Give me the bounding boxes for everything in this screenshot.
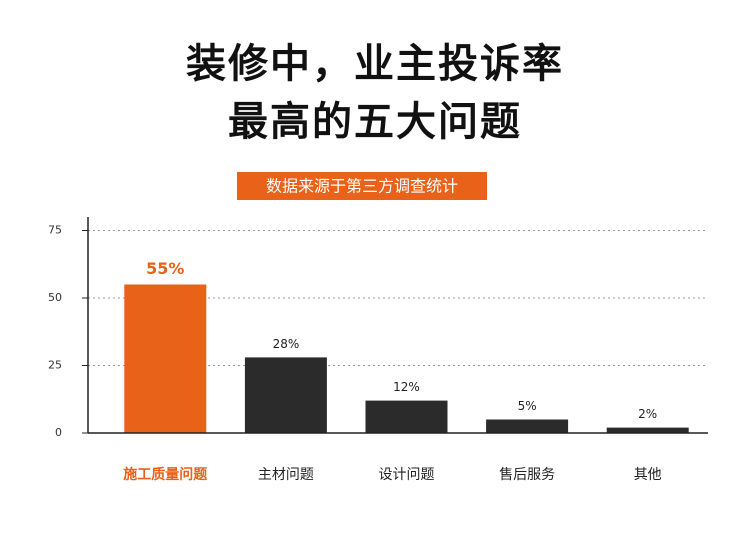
subtitle-badge	[237, 172, 487, 200]
x-tick-label: 施工质量问题	[123, 466, 208, 483]
chart-title: 装修中，业主投诉率	[186, 41, 564, 87]
value-label: 5%	[518, 399, 537, 413]
x-tick-label: 其他	[634, 467, 662, 483]
value-label: 2%	[638, 407, 657, 421]
bar	[606, 427, 689, 433]
value-label: 12%	[393, 380, 420, 394]
x-tick-label: 售后服务	[499, 467, 555, 483]
value-label: 55%	[146, 259, 184, 278]
y-tick-label: 25	[48, 359, 62, 372]
y-tick-label: 0	[55, 426, 62, 439]
bar	[124, 284, 207, 433]
y-tick-label: 75	[48, 224, 62, 237]
subtitle: 数据来源于第三方调查统计	[266, 177, 458, 196]
bar	[365, 400, 448, 433]
x-tick-label: 主材问题	[258, 467, 314, 483]
y-tick-label: 50	[48, 291, 62, 304]
bar	[486, 419, 569, 433]
chart-title: 最高的五大问题	[228, 99, 522, 145]
value-label: 28%	[273, 337, 300, 351]
x-tick-label: 设计问题	[379, 467, 435, 483]
bar	[244, 357, 327, 433]
